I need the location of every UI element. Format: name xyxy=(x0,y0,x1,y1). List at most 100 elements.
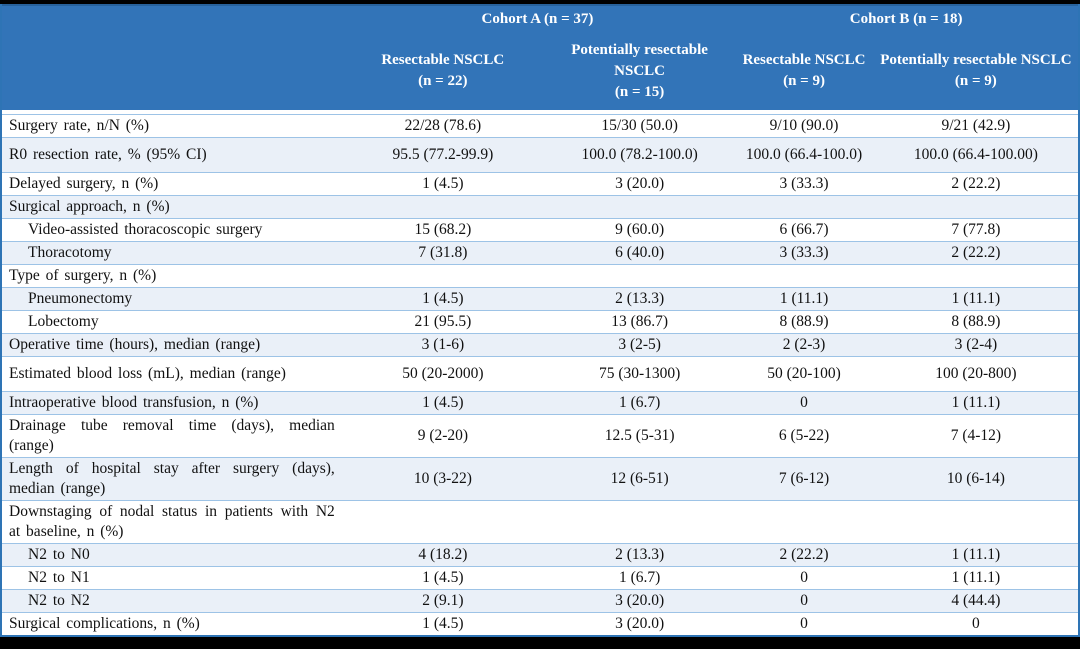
table-row: Delayed surgery, n (%) 1 (4.5) 3 (20.0) 3 (… xyxy=(2,172,1078,195)
value-cell: 1 (11.1) xyxy=(951,290,1001,307)
value-cell: 8 (88.9) xyxy=(951,313,1001,330)
table-row: Length of hospital stay after surgery (d… xyxy=(2,457,1078,500)
value-cell: 3 (33.3) xyxy=(779,175,829,192)
value-cell: 15 (68.2) xyxy=(414,221,472,238)
value-cell: 9 (2-20) xyxy=(417,427,469,444)
value-cell: 0 xyxy=(972,615,980,632)
value-cell: 2 (2-3) xyxy=(782,336,826,353)
value-cell: 3 (20.0) xyxy=(615,175,665,192)
value-cell: 15/30 (50.0) xyxy=(601,117,678,134)
group-header-row: Cohort A (n = 37) Cohort B (n = 18) xyxy=(2,6,1078,32)
row-label: Thoracotomy xyxy=(28,244,112,261)
table-row: Estimated blood loss (mL), median (range… xyxy=(2,356,1078,391)
value-cell: 12.5 (5-31) xyxy=(604,427,675,444)
table-row: Surgery rate, n/N (%) 22/28 (78.6) 15/30 (… xyxy=(2,114,1078,137)
value-cell: 3 (1-6) xyxy=(421,336,465,353)
value-cell: 7 (4-12) xyxy=(950,427,1002,444)
table-row: Surgical complications, n (%) 1 (4.5) 3 (2… xyxy=(2,612,1078,635)
column-header-name: Resectable NSCLC xyxy=(742,52,866,68)
column-header-resectable-b: Resectable NSCLC (n = 9) xyxy=(734,50,873,92)
column-header-n: (n = 22) xyxy=(418,73,468,89)
column-header-name: Potentially resectable NSCLC xyxy=(880,52,1072,68)
value-cell: 2 (13.3) xyxy=(615,290,665,307)
value-cell: 7 (31.8) xyxy=(418,244,468,261)
value-cell: 50 (20-100) xyxy=(767,365,841,382)
value-cell: 100.0 (78.2-100.0) xyxy=(581,146,698,163)
value-cell: 100.0 (66.4-100.0) xyxy=(745,146,863,163)
cohort-a-group-header: Cohort A (n = 37) xyxy=(481,10,594,27)
value-cell: 1 (11.1) xyxy=(951,394,1001,411)
value-cell: 21 (95.5) xyxy=(414,313,472,330)
cohort-b-group-header: Cohort B (n = 18) xyxy=(849,10,963,27)
row-label: Delayed surgery, n (%) xyxy=(9,175,159,192)
value-cell: 3 (2-4) xyxy=(954,336,998,353)
row-label: Surgery rate, n/N (%) xyxy=(9,117,150,134)
value-cell: 8 (88.9) xyxy=(779,313,829,330)
table-row: Type of surgery, n (%) xyxy=(2,264,1078,287)
value-cell: 9/21 (42.9) xyxy=(941,117,1011,134)
value-cell: 75 (30-1300) xyxy=(598,365,681,382)
value-cell: 4 (44.4) xyxy=(951,592,1001,609)
value-cell: 2 (22.2) xyxy=(951,244,1001,261)
value-cell: 3 (2-5) xyxy=(618,336,661,353)
value-cell: 3 (20.0) xyxy=(615,615,665,632)
table-row: Operative time (hours), median (range) 3 … xyxy=(2,333,1078,356)
table-header: Cohort A (n = 37) Cohort B (n = 18) Rese… xyxy=(2,4,1078,110)
column-header-name: Potentially resectable NSCLC xyxy=(571,41,708,79)
value-cell: 3 (33.3) xyxy=(779,244,829,261)
value-cell: 95.5 (77.2-99.9) xyxy=(392,146,494,163)
table-row: Intraoperative blood transfusion, n (%) 1… xyxy=(2,391,1078,414)
column-header-n: (n = 15) xyxy=(614,83,665,100)
row-label: Video-assisted thoracoscopic surgery xyxy=(28,221,263,238)
row-label: Estimated blood loss (mL), median (range… xyxy=(9,365,286,382)
value-cell: 1 (4.5) xyxy=(422,175,464,192)
value-cell: 1 (4.5) xyxy=(422,569,464,586)
value-cell: 2 (13.3) xyxy=(615,546,665,563)
value-cell: 9 (60.0) xyxy=(615,221,665,238)
column-header-potentially-resectable-b: Potentially resectable NSCLC (n = 9) xyxy=(874,50,1078,92)
value-cell: 100 (20-800) xyxy=(935,365,1017,382)
row-label: N2 to N1 xyxy=(28,569,90,586)
row-label: Type of surgery, n (%) xyxy=(9,267,157,284)
value-cell: 7 (6-12) xyxy=(778,470,830,487)
table-row: N2 to N1 1 (4.5) 1 (6.7) 0 1 (11.1) xyxy=(2,566,1078,589)
value-cell: 100.0 (66.4-100.00) xyxy=(913,146,1038,163)
table-row: Surgical approach, n (%) xyxy=(2,195,1078,218)
value-cell: 7 (77.8) xyxy=(951,221,1001,238)
value-cell: 1 (4.5) xyxy=(422,290,464,307)
row-label: N2 to N2 xyxy=(28,592,90,609)
table-row: Video-assisted thoracoscopic surgery 15 (… xyxy=(2,218,1078,241)
surgical-outcomes-table: Cohort A (n = 37) Cohort B (n = 18) Rese… xyxy=(0,4,1080,637)
value-cell: 2 (9.1) xyxy=(422,592,464,609)
row-label: Surgical complications, n (%) xyxy=(9,615,200,632)
table-row: R0 resection rate, % (95% CI) 95.5 (77.2-… xyxy=(2,137,1078,172)
value-cell: 1 (4.5) xyxy=(422,394,464,411)
value-cell: 2 (22.2) xyxy=(951,175,1001,192)
value-cell: 1 (6.7) xyxy=(619,569,661,586)
value-cell: 4 (18.2) xyxy=(418,546,468,563)
table-row: Lobectomy 21 (95.5) 13 (86.7) 8 (88.9) 8 (88… xyxy=(2,310,1078,333)
value-cell: 1 (11.1) xyxy=(951,569,1001,586)
row-label: Pneumonectomy xyxy=(28,290,133,307)
value-cell: 3 (20.0) xyxy=(615,592,665,609)
value-cell: 12 (6-51) xyxy=(610,470,669,487)
table-body: Surgery rate, n/N (%) 22/28 (78.6) 15/30 (… xyxy=(2,110,1078,635)
column-header-row: Resectable NSCLC (n = 22) Potentially re… xyxy=(2,32,1078,110)
value-cell: 1 (4.5) xyxy=(422,615,464,632)
value-cell: 2 (22.2) xyxy=(779,546,829,563)
column-header-name: Resectable NSCLC xyxy=(381,52,505,68)
row-label: Operative time (hours), median (range) xyxy=(9,336,261,353)
table-row: N2 to N0 4 (18.2) 2 (13.3) 2 (22.2) 1 (11.1) xyxy=(2,543,1078,566)
row-label: Surgical approach, n (%) xyxy=(9,198,170,215)
value-cell: 1 (6.7) xyxy=(618,394,661,411)
value-cell: 50 (20-2000) xyxy=(402,365,484,382)
value-cell: 1 (11.1) xyxy=(951,546,1001,563)
value-cell: 0 xyxy=(800,394,808,411)
column-header-n: (n = 9) xyxy=(954,73,997,89)
column-header-potentially-resectable-a: Potentially resectable NSCLC (n = 15) xyxy=(545,40,734,103)
column-header-resectable-a: Resectable NSCLC (n = 22) xyxy=(341,50,545,92)
row-label: Drainage tube removal time (days), media… xyxy=(9,417,335,454)
table-row: Thoracotomy 7 (31.8) 6 (40.0) 3 (33.3) 2 (22… xyxy=(2,241,1078,264)
value-cell: 0 xyxy=(800,615,808,632)
row-label: Lobectomy xyxy=(28,313,99,330)
